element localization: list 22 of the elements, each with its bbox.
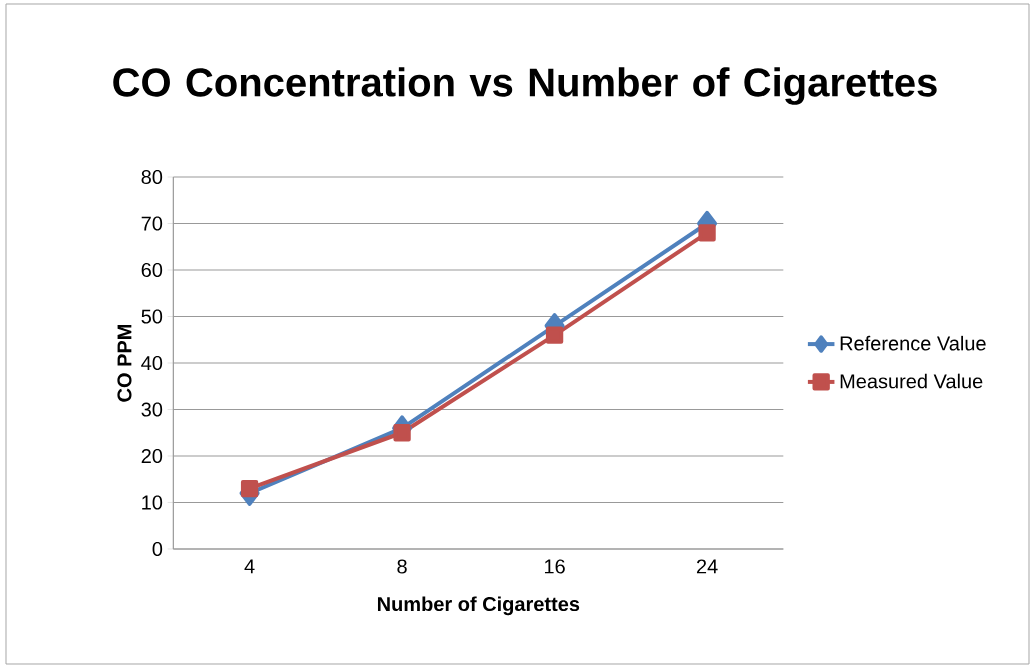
y-tick-label: 50 [141, 309, 163, 324]
point [545, 326, 564, 344]
y-tick-label: 30 [141, 402, 163, 417]
y-axis-title: CO PPM [117, 324, 132, 402]
point [393, 424, 411, 442]
legend-label: Measured Value [840, 373, 983, 389]
x-tick-label: 24 [696, 559, 718, 574]
chart-title: CO Concentration vs Number of Cigarettes [113, 67, 937, 105]
point [698, 224, 716, 242]
y-tick-label: 40 [141, 355, 163, 371]
point [240, 479, 259, 498]
x-tick-label: 8 [397, 559, 407, 574]
y-tick-label: 60 [141, 262, 163, 278]
x-axis-title: Number of Cigarettes [377, 596, 580, 616]
y-tick-label: 80 [141, 169, 163, 185]
legend-label: Reference Value [840, 335, 986, 351]
y-tick-label: 0 [152, 541, 163, 557]
y-tick-label: 20 [141, 448, 163, 464]
x-tick-label: 16 [544, 559, 565, 574]
x-tick-label: 4 [244, 559, 255, 574]
y-tick-label: 70 [141, 216, 163, 231]
y-tick-label: 10 [142, 495, 163, 510]
